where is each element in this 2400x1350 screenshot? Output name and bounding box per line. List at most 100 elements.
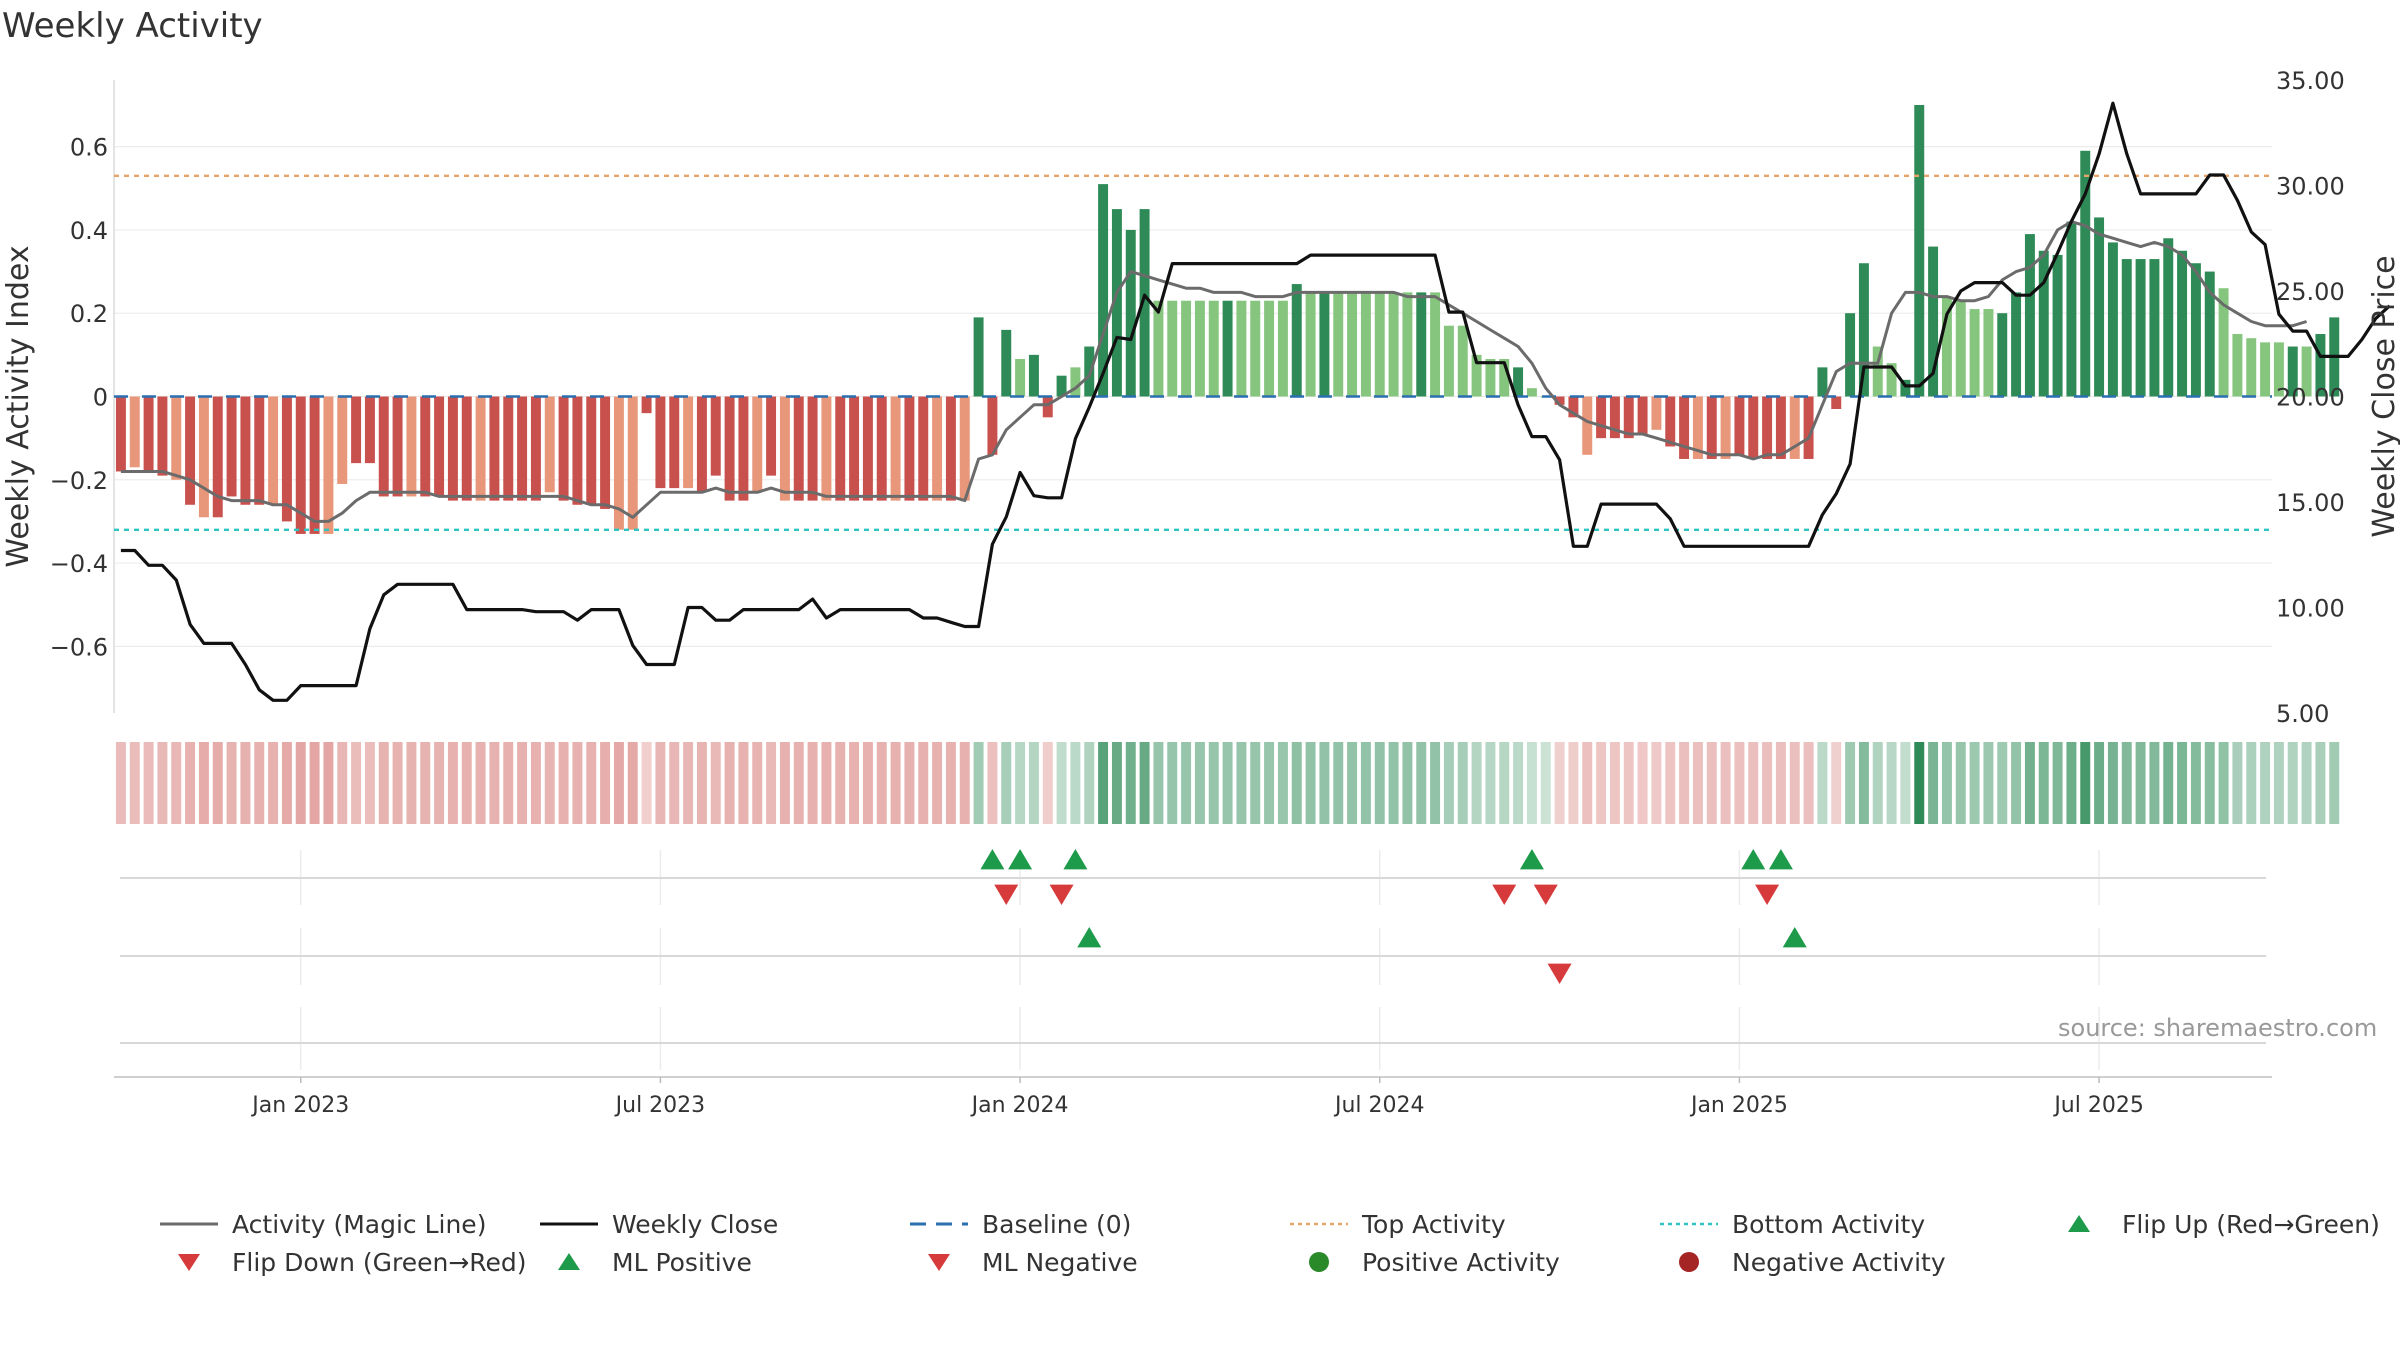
legend-swatch-icon (1660, 1222, 1718, 1226)
activity-bar (337, 396, 348, 484)
activity-bar (1637, 396, 1648, 434)
right-tick-label: 20.00 (2276, 384, 2345, 412)
heat-strip-cell (1236, 742, 1247, 824)
chart-legend: Activity (Magic Line) Weekly Close Baselin… (160, 1206, 2400, 1286)
activity-bar (876, 396, 887, 501)
heat-strip-cell (1070, 742, 1081, 824)
activity-bar (1070, 367, 1081, 397)
activity-bar (890, 396, 901, 501)
heat-strip-cell (641, 742, 652, 824)
heat-strip-cell (1886, 742, 1897, 824)
heat-strip-cell (696, 742, 707, 824)
heat-strip-cell (1941, 742, 1952, 824)
heat-strip-cell (683, 742, 694, 824)
activity-bar (489, 396, 500, 501)
heat-strip-cell (655, 742, 666, 824)
activity-bar (517, 396, 528, 501)
activity-bar (1360, 292, 1371, 397)
activity-bar (613, 396, 624, 530)
activity-bar (2094, 217, 2105, 397)
right-axis-title: Weekly Close Price (2367, 255, 2400, 537)
activity-bar (2287, 346, 2298, 397)
legend-swatch-icon (910, 1222, 968, 1226)
activity-bar (1208, 300, 1219, 397)
left-tick-label: 0 (93, 384, 108, 412)
heat-strip-cell (1540, 742, 1551, 824)
activity-bar (766, 396, 777, 476)
heat-strip-cell (1775, 742, 1786, 824)
activity-bar (1734, 396, 1745, 455)
flip-up-marker (980, 849, 1005, 870)
heat-strip-cell (1333, 742, 1344, 824)
heat-strip-cell (2121, 742, 2132, 824)
heat-strip-cell (1181, 742, 1192, 824)
heat-strip-cell (1706, 742, 1717, 824)
heat-strip-cell (1872, 742, 1883, 824)
activity-bar (461, 396, 472, 501)
activity-bar (1720, 396, 1731, 459)
heat-strip-cell (2163, 742, 2174, 824)
activity-bar (1028, 354, 1039, 397)
activity-bar (2149, 259, 2160, 397)
heat-strip-cell (1305, 742, 1316, 824)
heat-strip-cell (1720, 742, 1731, 824)
flip-up-marker (1008, 849, 1033, 870)
heat-strip-cell (143, 742, 154, 824)
activity-bar (1333, 292, 1344, 397)
activity-bar (1928, 246, 1939, 397)
activity-bar (1111, 209, 1122, 397)
weekly-close-series (120, 101, 2391, 702)
activity-bar (420, 396, 431, 497)
heat-strip-cell (1153, 742, 1164, 824)
heat-strip-cell (1471, 742, 1482, 824)
heat-strip-cell (959, 742, 970, 824)
heat-strip-cell (2329, 742, 2340, 824)
activity-bar (1914, 104, 1925, 397)
heat-strip-cell (766, 742, 777, 824)
legend-swatch-icon (160, 1222, 218, 1226)
activity-bar (558, 396, 569, 501)
activity-bar (1153, 300, 1164, 397)
legend-label: Bottom Activity (1732, 1209, 1926, 1239)
activity-bar (738, 396, 749, 501)
activity-bar (434, 396, 445, 497)
activity-bar (1969, 309, 1980, 397)
heat-strip-cell (1900, 742, 1911, 824)
activity-bar (309, 396, 320, 534)
heat-strip-cell (240, 742, 251, 824)
activity-bar (2246, 338, 2257, 397)
heat-strip-cell (254, 742, 265, 824)
heat-strip-cell (1969, 742, 1980, 824)
activity-bar (2135, 259, 2146, 397)
heat-strip-cell (1098, 742, 1109, 824)
legend-swatch-icon (2068, 1215, 2090, 1232)
activity-bar (392, 396, 403, 497)
activity-bar (1665, 396, 1676, 447)
heat-strip-cell (295, 742, 306, 824)
heat-strip-cell (1748, 742, 1759, 824)
heat-strip-cell (1319, 742, 1330, 824)
activity-bar (351, 396, 362, 464)
heat-strip-cell (558, 742, 569, 824)
legend-swatch-icon (558, 1253, 580, 1270)
heat-strip-cell (572, 742, 583, 824)
activity-bar (807, 396, 818, 501)
activity-bar (1291, 284, 1302, 397)
legend-item: Bottom Activity (1660, 1206, 1925, 1242)
activity-bar (1803, 396, 1814, 459)
heat-strip-cell (489, 742, 500, 824)
activity-bar (1416, 292, 1427, 397)
activity-bar (406, 396, 417, 497)
legend-item: Weekly Close (540, 1206, 778, 1242)
activity-bar (821, 396, 832, 501)
activity-bar (2177, 250, 2188, 397)
heat-strip-cell (1955, 742, 1966, 824)
activity-bar (752, 396, 763, 493)
heat-strip-cell (1028, 742, 1039, 824)
right-tick-label: 35.00 (2276, 67, 2345, 95)
heat-strip-cell (1983, 742, 1994, 824)
heat-strip-cell (2066, 742, 2077, 824)
heat-strip-cell (1347, 742, 1358, 824)
right-tick-label: 25.00 (2276, 278, 2345, 306)
heat-strip-cell (309, 742, 320, 824)
